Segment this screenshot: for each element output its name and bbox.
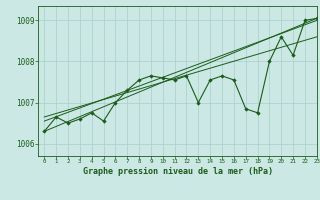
X-axis label: Graphe pression niveau de la mer (hPa): Graphe pression niveau de la mer (hPa) [83, 167, 273, 176]
